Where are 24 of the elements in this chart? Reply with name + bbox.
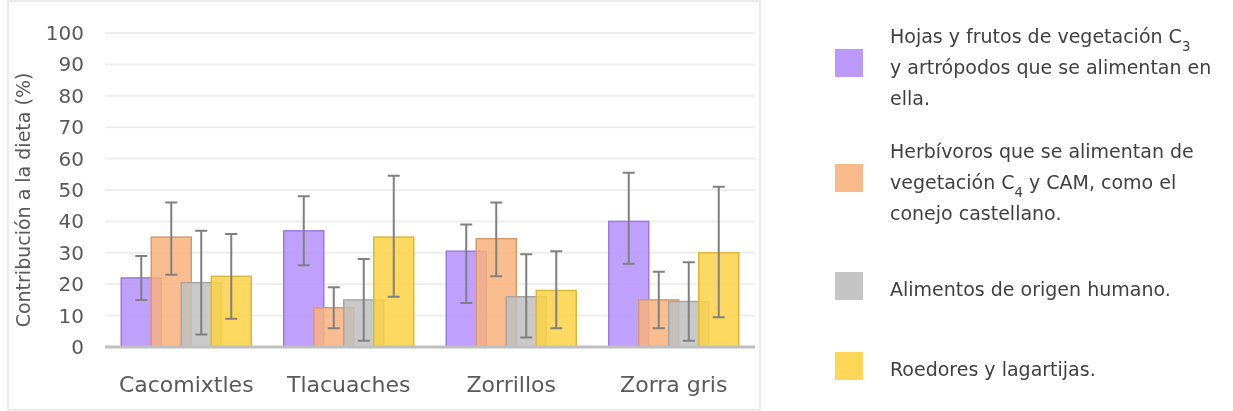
y-tick-label: 50 [58, 178, 84, 202]
y-tick-label: 80 [58, 83, 84, 108]
y-tick-label: 0 [71, 335, 84, 359]
x-tick-label: Cacomixtles [118, 372, 254, 397]
y-tick-label: 100 [45, 21, 84, 45]
y-axis-title: Contribución a la dieta (%) [12, 72, 34, 328]
y-tick-label: 10 [58, 303, 84, 328]
x-tick-label: Zorra gris [620, 372, 728, 397]
bar [535, 289, 577, 348]
y-tick-label: 90 [58, 52, 84, 77]
y-tick-label: 70 [58, 115, 84, 140]
legend-label: Alimentos de origen humano. [890, 278, 1171, 300]
y-tick-label: 20 [58, 272, 84, 297]
y-tick-label: 40 [58, 209, 84, 234]
legend-label: Roedores y lagartijas. [890, 358, 1096, 380]
x-tick-label: Zorrillos [466, 372, 556, 397]
y-tick-label: 30 [58, 240, 84, 265]
legend-label: Herbívoros que se alimentan de vegetación C$_{4}$ y CAM, como el conejo castellano. [890, 140, 1194, 224]
bar [373, 236, 415, 348]
legend-label: Hojas y frutos de vegetación C$_{3}$ y artrópodos que se alimentan en ella. [890, 25, 1212, 109]
x-tick-label: Tlacuaches [285, 372, 411, 397]
y-tick-label: 60 [58, 146, 84, 171]
bar [210, 275, 252, 348]
bar [698, 252, 740, 348]
